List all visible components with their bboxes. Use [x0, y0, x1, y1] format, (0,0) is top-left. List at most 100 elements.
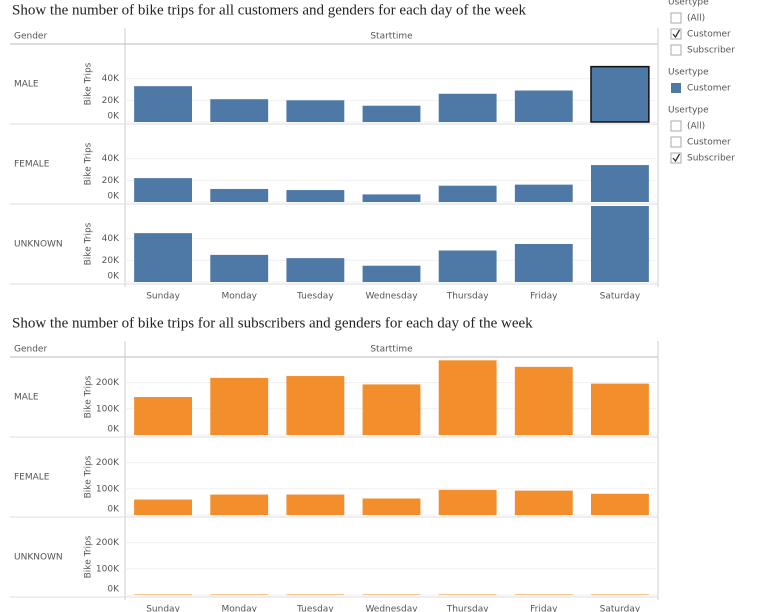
y-tick-label: 20K: [102, 176, 120, 186]
axis-title: Bike Trips: [84, 62, 94, 105]
checkbox[interactable]: [670, 12, 682, 24]
column-header: Starttime: [370, 32, 413, 42]
bar[interactable]: [286, 100, 345, 122]
filter-title: Usertype: [668, 106, 709, 116]
bar[interactable]: [514, 184, 573, 202]
y-tick-label: 20K: [102, 96, 120, 106]
column-header: Starttime: [370, 345, 413, 355]
bar[interactable]: [134, 397, 193, 435]
filter-option: Customer: [687, 84, 731, 94]
y-tick-label: 0K: [107, 192, 120, 202]
filter-option[interactable]: Customer: [687, 30, 731, 40]
x-tick-label: Sunday: [146, 292, 180, 302]
bar[interactable]: [590, 493, 649, 515]
bar[interactable]: [438, 594, 497, 595]
gender-label: FEMALE: [14, 160, 50, 170]
bar[interactable]: [514, 366, 573, 435]
x-tick-label: Sunday: [146, 605, 180, 612]
bar[interactable]: [590, 65, 650, 123]
x-tick-label: Thursday: [446, 292, 490, 302]
x-tick-label: Thursday: [446, 605, 490, 612]
bar[interactable]: [514, 90, 573, 122]
filter-option[interactable]: Customer: [687, 138, 731, 148]
axis-title: Bike Trips: [84, 142, 94, 185]
gender-label: MALE: [14, 393, 39, 403]
y-tick-label: 0K: [107, 425, 120, 435]
row-header: Gender: [14, 32, 47, 42]
filter-option[interactable]: (All): [687, 14, 705, 24]
bar[interactable]: [210, 188, 269, 202]
y-tick-label: 100K: [96, 484, 120, 494]
bar[interactable]: [438, 185, 497, 202]
chart-title: Show the number of bike trips for all cu…: [12, 2, 527, 18]
bar[interactable]: [514, 244, 573, 282]
y-tick-label: 40K: [102, 74, 120, 84]
checkbox[interactable]: [670, 120, 682, 132]
x-tick-label: Monday: [221, 605, 257, 612]
bar[interactable]: [134, 86, 193, 122]
bar[interactable]: [514, 490, 573, 515]
bar[interactable]: [134, 594, 193, 595]
y-tick-label: 100K: [96, 404, 120, 414]
bar[interactable]: [590, 206, 649, 282]
filter-option[interactable]: Subscriber: [687, 154, 735, 164]
checkmark: [672, 29, 681, 39]
bar[interactable]: [286, 258, 345, 282]
x-tick-label: Saturday: [600, 605, 641, 612]
bar[interactable]: [286, 594, 345, 595]
bar[interactable]: [362, 265, 421, 282]
axis-title: Bike Trips: [84, 455, 94, 498]
bar[interactable]: [362, 105, 421, 122]
legend-swatch: [671, 83, 681, 93]
bar[interactable]: [210, 377, 269, 435]
bar[interactable]: [134, 499, 193, 515]
y-tick-label: 0K: [107, 585, 120, 595]
x-tick-label: Monday: [221, 292, 257, 302]
x-tick-label: Saturday: [600, 292, 641, 302]
filter-option[interactable]: (All): [687, 122, 705, 132]
filter-option[interactable]: Subscriber: [687, 46, 735, 56]
bar[interactable]: [286, 190, 345, 202]
bar[interactable]: [210, 99, 269, 122]
bar[interactable]: [362, 498, 421, 515]
x-tick-label: Tuesday: [296, 605, 334, 612]
x-tick-label: Friday: [530, 292, 558, 302]
axis-title: Bike Trips: [84, 375, 94, 418]
bar[interactable]: [286, 376, 345, 435]
y-tick-label: 40K: [102, 234, 120, 244]
checkmark: [672, 153, 681, 163]
gender-label: UNKNOWN: [14, 553, 63, 563]
checkbox[interactable]: [670, 44, 682, 56]
bar[interactable]: [514, 594, 573, 595]
y-tick-label: 0K: [107, 112, 120, 122]
checkbox[interactable]: [670, 28, 682, 40]
bar[interactable]: [438, 93, 497, 122]
bar[interactable]: [362, 194, 421, 202]
checkbox[interactable]: [670, 152, 682, 164]
bar[interactable]: [362, 384, 421, 435]
row-header: Gender: [14, 345, 47, 355]
bar[interactable]: [590, 594, 649, 595]
bar[interactable]: [590, 165, 649, 202]
bar[interactable]: [210, 594, 269, 595]
bar[interactable]: [210, 254, 269, 282]
x-tick-label: Wednesday: [365, 292, 418, 302]
bar[interactable]: [362, 594, 421, 595]
bar[interactable]: [134, 233, 193, 282]
y-tick-label: 0K: [107, 505, 120, 515]
bar[interactable]: [438, 489, 497, 515]
x-tick-label: Wednesday: [365, 605, 418, 612]
gender-label: MALE: [14, 80, 39, 90]
checkbox[interactable]: [670, 136, 682, 148]
bar[interactable]: [438, 360, 497, 435]
bar[interactable]: [210, 494, 269, 515]
bar[interactable]: [286, 494, 345, 515]
bar[interactable]: [438, 250, 497, 282]
y-tick-label: 100K: [96, 564, 120, 574]
filter-title: Usertype: [668, 0, 709, 8]
bar[interactable]: [134, 178, 193, 202]
gender-label: FEMALE: [14, 473, 50, 483]
bar[interactable]: [590, 383, 649, 435]
gender-label: UNKNOWN: [14, 240, 63, 250]
